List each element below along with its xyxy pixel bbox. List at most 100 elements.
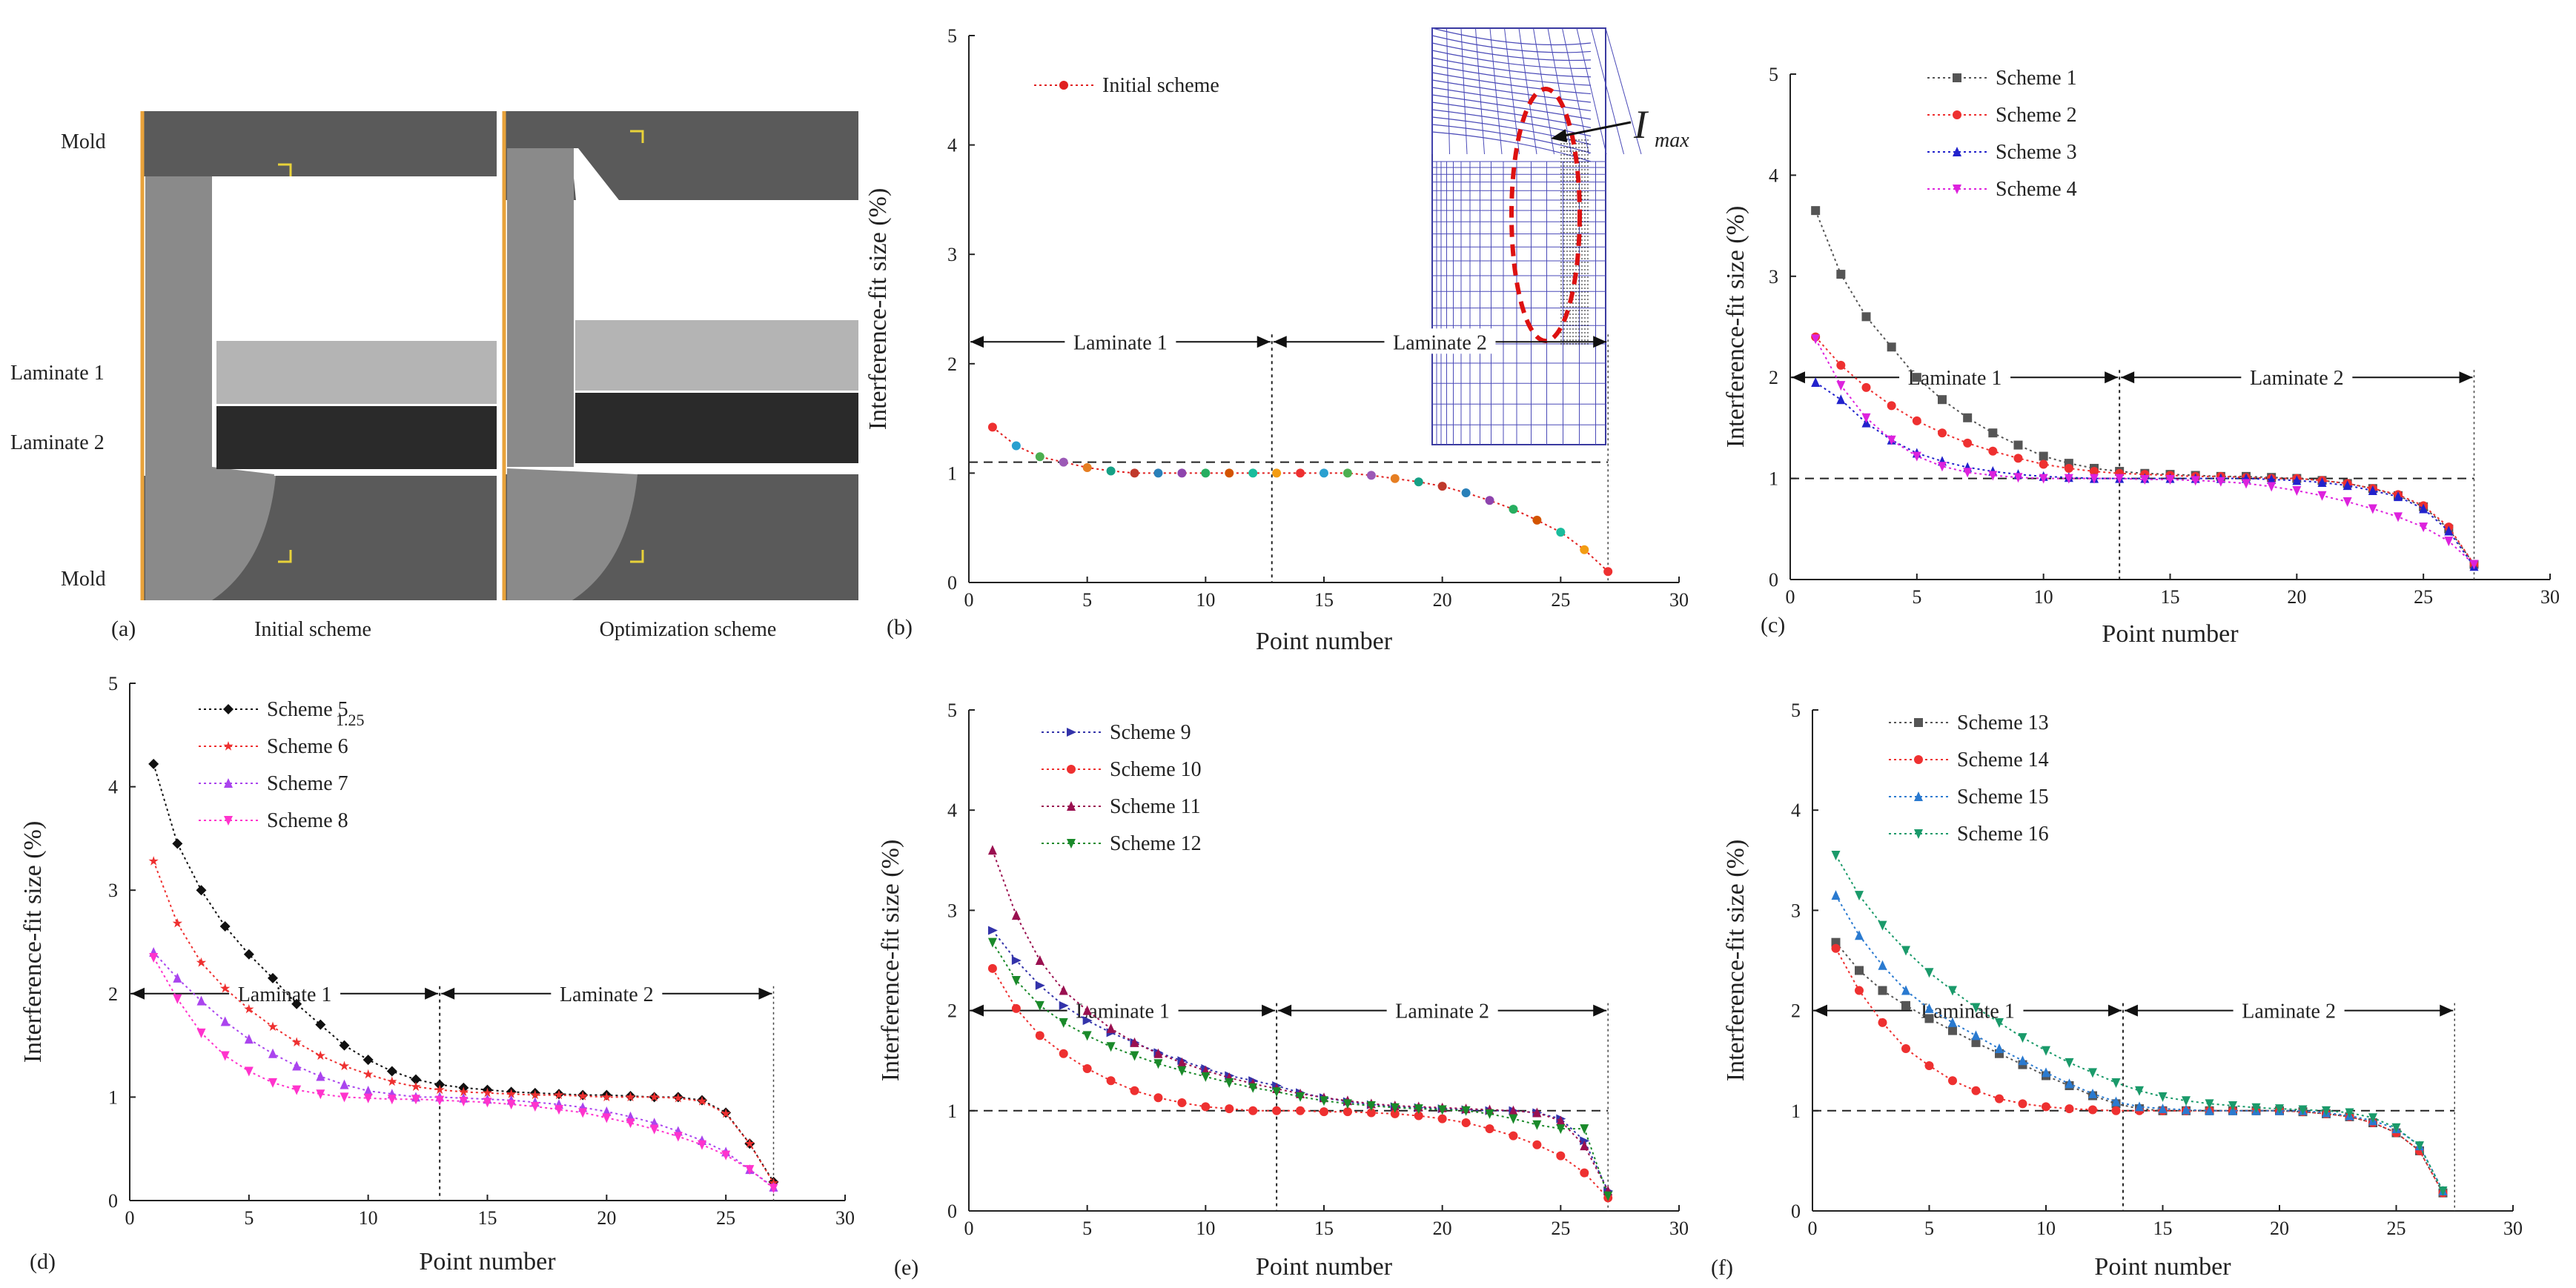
data-point <box>673 1092 683 1103</box>
data-point <box>554 1105 563 1115</box>
data-point <box>411 1081 421 1092</box>
data-point <box>1901 1043 1910 1053</box>
mesh-radial-line <box>1562 27 1589 155</box>
x-tick-label: 10 <box>2036 1218 2056 1239</box>
data-point <box>2342 497 2352 507</box>
data-point <box>2115 474 2125 484</box>
data-point <box>1995 1018 2004 1028</box>
x-tick-label: 0 <box>1786 586 1795 608</box>
data-point <box>673 1132 683 1142</box>
x-tick-label: 20 <box>1433 1218 1452 1239</box>
series-line <box>992 929 1609 1192</box>
data-point <box>1177 468 1187 478</box>
y-tick-label: 5 <box>108 673 118 694</box>
data-point <box>721 1150 731 1161</box>
data-point <box>2018 1055 2027 1066</box>
rivet-head-initial-overlay <box>145 476 276 600</box>
data-point <box>1011 1003 1021 1013</box>
data-point <box>1963 468 1973 478</box>
y-tick-label: 2 <box>1791 1000 1801 1022</box>
y-tick-label: 2 <box>947 1000 957 1022</box>
legend-label: Scheme 7 <box>267 772 348 795</box>
data-point <box>2444 525 2454 536</box>
y-tick-label: 0 <box>1769 569 1778 591</box>
data-point <box>1831 851 1841 861</box>
data-point <box>1556 1115 1566 1126</box>
data-point <box>2140 474 2150 485</box>
data-point <box>1320 468 1328 478</box>
x-tick-label: 30 <box>2540 586 2560 608</box>
region-laminate1-label: Laminate 1 <box>1073 331 1168 354</box>
data-point <box>1296 1106 1305 1115</box>
data-point <box>1320 1107 1328 1117</box>
data-point <box>2267 482 2277 492</box>
data-point <box>1901 1000 1910 1010</box>
data-point <box>769 1184 778 1194</box>
data-point <box>2042 1102 2050 1112</box>
data-point <box>697 1096 707 1106</box>
data-point <box>386 1066 397 1077</box>
mesh-radial-line <box>1591 27 1624 155</box>
data-point <box>601 1092 612 1102</box>
region-laminate2-head-left <box>2121 371 2135 384</box>
data-point <box>1948 1017 1957 1027</box>
data-point <box>1437 1114 1447 1123</box>
y-tick-label: 3 <box>1791 900 1801 921</box>
series-scheme-6 <box>148 856 779 1187</box>
data-point <box>1177 1066 1187 1076</box>
data-point <box>2342 480 2352 491</box>
data-point <box>1153 1059 1163 1069</box>
x-tick-label: 15 <box>1314 589 1334 611</box>
data-point <box>1912 451 1921 462</box>
data-point <box>362 1055 374 1066</box>
y-tick-label: 5 <box>1769 64 1778 85</box>
label-mold-bottom: Mold <box>61 568 106 591</box>
data-point <box>148 856 159 866</box>
data-point <box>745 1165 755 1175</box>
data-point <box>1836 270 1846 279</box>
mold-top-opt-cut <box>571 148 858 222</box>
data-point <box>1924 1003 1934 1013</box>
data-point <box>1924 1014 1934 1023</box>
region-laminate2-label-bg <box>2233 997 2345 1023</box>
data-point <box>2216 477 2225 487</box>
data-point <box>2191 476 2200 486</box>
data-point <box>602 1113 612 1123</box>
panel-label-a: (a) <box>111 617 136 641</box>
x-tick-label: 20 <box>597 1207 616 1229</box>
data-point <box>196 995 206 1006</box>
x-tick-label: 30 <box>2503 1218 2523 1239</box>
mesh-radial-line <box>1518 27 1537 155</box>
data-point <box>2158 1103 2168 1114</box>
data-point <box>244 1034 254 1044</box>
data-point <box>1811 206 1821 216</box>
data-point <box>1342 1099 1352 1109</box>
data-point <box>1296 468 1305 478</box>
region-laminate1-label-bg <box>229 980 341 1006</box>
x-tick-label: 5 <box>1912 586 1921 608</box>
laminate1-initial <box>216 341 497 404</box>
data-point <box>2088 1088 2097 1098</box>
data-point <box>435 1095 445 1106</box>
data-point <box>340 1079 349 1089</box>
y-tick-label: 5 <box>947 25 957 47</box>
data-point <box>649 1124 659 1135</box>
data-point <box>1296 1092 1305 1102</box>
data-point <box>2182 1096 2191 1106</box>
data-point <box>1011 910 1021 920</box>
legend-marker <box>1914 718 1923 727</box>
data-point <box>1811 334 1821 345</box>
data-point <box>2368 485 2377 495</box>
x-tick-label: 10 <box>2034 586 2053 608</box>
x-tick-label: 15 <box>478 1207 497 1229</box>
data-point <box>363 1086 373 1096</box>
data-point <box>2135 1086 2144 1096</box>
data-point <box>291 998 302 1009</box>
y-tick-label: 0 <box>947 572 957 594</box>
data-point <box>1948 986 1957 996</box>
data-point <box>1248 468 1258 478</box>
mesh-curve-line <box>1431 102 1592 128</box>
data-point <box>1106 1023 1116 1033</box>
data-point <box>1342 1107 1352 1117</box>
